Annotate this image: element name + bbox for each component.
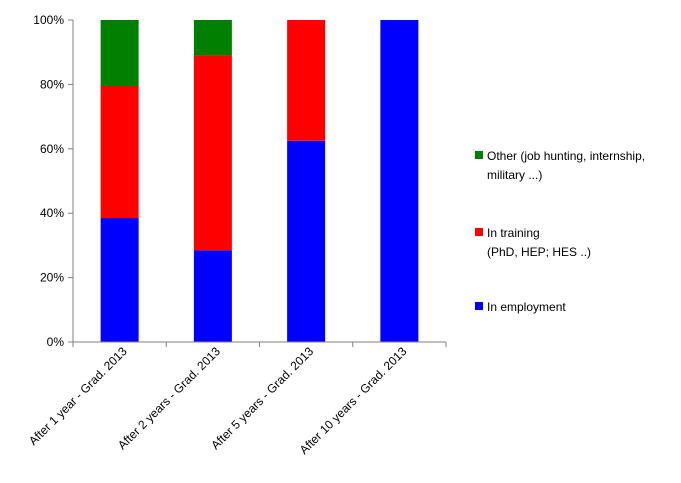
- bar-segment: [287, 20, 326, 141]
- legend-label: (PhD, HEP; HES ..): [487, 245, 591, 259]
- y-tick-label: 20%: [40, 271, 64, 285]
- y-tick-label: 80%: [40, 77, 64, 91]
- bar-segment: [193, 250, 232, 342]
- x-tick-label: After 5 years - Grad. 2013: [208, 344, 316, 452]
- legend-label: military ...): [487, 168, 542, 182]
- y-tick-label: 40%: [40, 206, 64, 220]
- legend-swatch: [475, 302, 483, 310]
- bar-segment: [287, 140, 326, 342]
- bar-segment: [380, 20, 419, 342]
- x-tick-label: After 10 years - Grad. 2013: [297, 344, 410, 457]
- bar-segment: [193, 20, 232, 56]
- legend: Other (job hunting, internship, military …: [475, 149, 645, 314]
- plot-area: 0% 20% 40% 60% 80% 100% After 1 year - Grad. 2…: [26, 13, 447, 457]
- legend-label: In training: [487, 226, 540, 240]
- y-tick-label: 60%: [40, 142, 64, 156]
- legend-label: Other (job hunting, internship,: [487, 149, 645, 163]
- x-tick-label: After 1 year - Grad. 2013: [26, 344, 130, 448]
- bar-segment: [100, 86, 139, 219]
- y-tick-label: 100%: [33, 13, 64, 27]
- y-tick-label: 0%: [47, 335, 65, 349]
- bar-segment: [100, 218, 139, 342]
- x-tick-label: After 2 years - Grad. 2013: [115, 344, 223, 452]
- legend-label: In employment: [487, 300, 566, 314]
- legend-swatch: [475, 151, 483, 159]
- bar-segment: [100, 20, 139, 87]
- bar-segment: [193, 55, 232, 251]
- legend-swatch: [475, 228, 483, 236]
